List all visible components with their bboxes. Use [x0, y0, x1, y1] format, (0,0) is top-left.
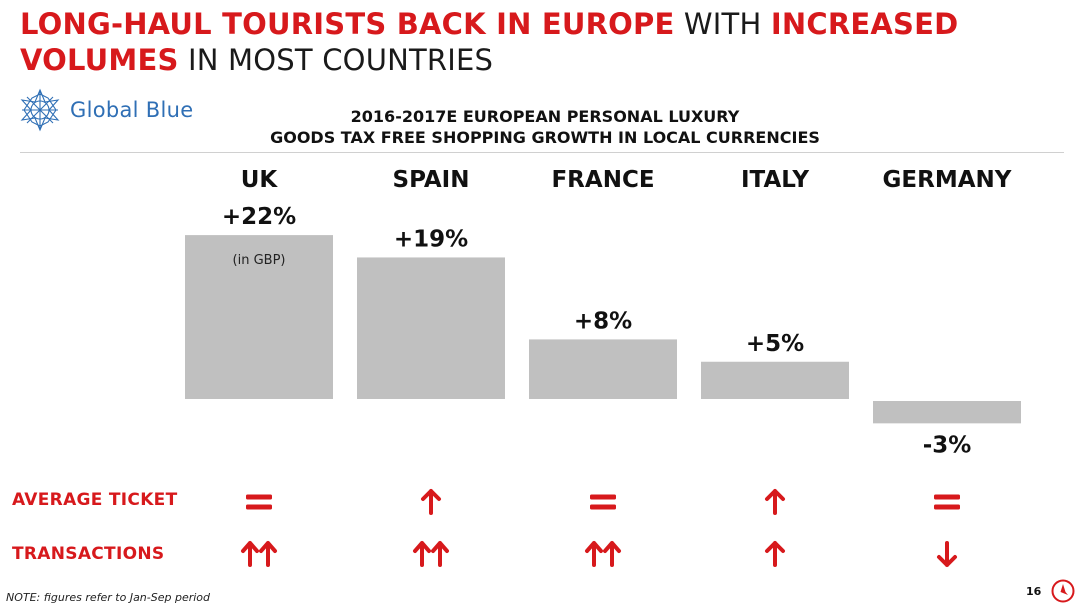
globe-star-icon [20, 88, 60, 132]
value-label-uk: +22% [222, 204, 296, 230]
bar-spain [357, 257, 505, 399]
global-blue-logo: Global Blue [18, 88, 193, 132]
title-part-2: WITH [674, 7, 771, 41]
transactions-indicator-germany [937, 541, 957, 567]
transactions-label: TRANSACTIONS [12, 544, 165, 564]
bar-uk [185, 235, 333, 399]
logo-text: Global Blue [70, 98, 194, 122]
bar-italy [701, 361, 849, 399]
page-number: 16 [1026, 585, 1042, 598]
divider [20, 152, 1064, 153]
average-ticket-indicator-germany [934, 494, 960, 510]
transactions-indicator-italy [765, 541, 785, 567]
average-ticket-indicator-italy [765, 489, 785, 515]
chart-title: 2016-2017E EUROPEAN PERSONAL LUXURY GOOD… [210, 106, 880, 148]
value-label-italy: +5% [746, 331, 804, 357]
title-part-4: IN MOST COUNTRIES [178, 43, 494, 77]
footnote: NOTE: figures refer to Jan-Sep period [6, 591, 211, 604]
average-ticket-indicator-uk [246, 494, 272, 510]
value-label-france: +8% [574, 308, 632, 334]
title-part-1: LONG-HAUL TOURISTS BACK IN EUROPE [20, 7, 675, 41]
transactions-indicator-france [585, 541, 621, 567]
transactions-indicator-uk [241, 541, 277, 567]
title-part-3: INCREASED VOLUMES [20, 7, 959, 77]
transactions-indicator-spain [413, 541, 449, 567]
category-label-italy: ITALY [741, 167, 809, 193]
value-label-germany: -3% [923, 432, 972, 458]
brand-circle-icon [1051, 579, 1075, 603]
average-ticket-indicator-spain [421, 489, 441, 515]
bar-france [529, 339, 677, 399]
average-ticket-indicator-france [590, 494, 616, 510]
value-label-spain: +19% [394, 226, 468, 252]
slide-title: LONG-HAUL TOURISTS BACK IN EUROPE WITH I… [20, 6, 1060, 78]
annotation-uk: (in GBP) [233, 253, 286, 268]
chart-title-line-1: 2016-2017E EUROPEAN PERSONAL LUXURY [350, 107, 740, 126]
average-ticket-label: AVERAGE TICKET [12, 490, 178, 510]
chart-title-line-2: GOODS TAX FREE SHOPPING GROWTH IN LOCAL … [270, 128, 820, 147]
category-label-france: FRANCE [551, 167, 654, 193]
category-label-spain: SPAIN [393, 167, 470, 193]
category-label-uk: UK [241, 167, 279, 193]
bar-germany [873, 401, 1021, 424]
category-label-germany: GERMANY [883, 167, 1012, 193]
